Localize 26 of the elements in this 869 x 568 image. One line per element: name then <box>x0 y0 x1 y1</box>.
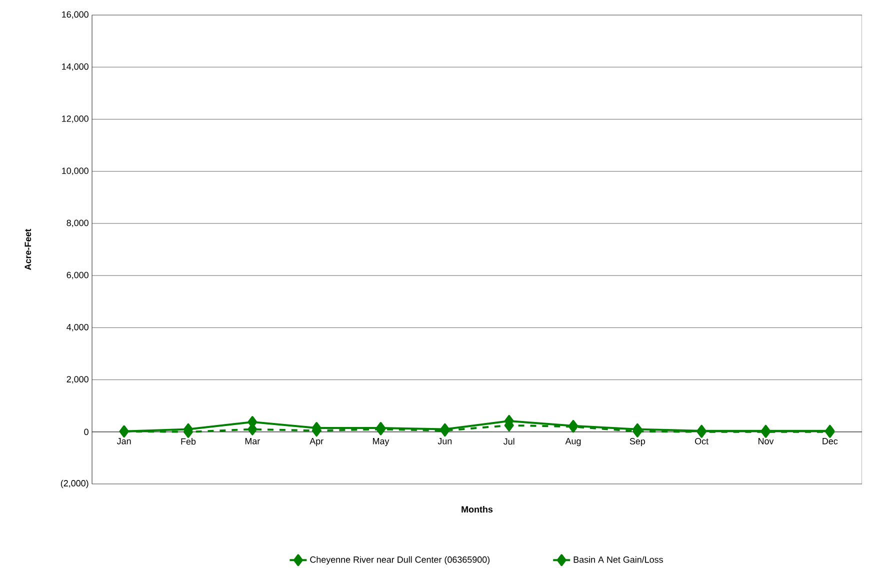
legend-label: Cheyenne River near Dull Center (06365900) <box>310 556 490 565</box>
x-tick-label: May <box>373 438 390 446</box>
y-tick-label: 2,000 <box>66 376 88 384</box>
x-tick-label: Aug <box>565 438 581 446</box>
x-tick-label: Dec <box>822 438 838 444</box>
x-tick-label: Sep <box>630 438 646 446</box>
x-tick-label: Feb <box>181 438 196 445</box>
x-tick-label: Jun <box>438 438 452 444</box>
y-tick-label: 14,000 <box>62 63 88 71</box>
y-tick-label: 16,000 <box>62 11 88 19</box>
y-tick-label: 4,000 <box>66 324 88 332</box>
x-tick-label: Apr <box>310 438 324 446</box>
y-tick-label: 0 <box>84 428 88 436</box>
y-axis-title: Acre-Feet <box>24 228 32 270</box>
y-tick-label: 12,000 <box>62 116 88 123</box>
x-axis-title: Months <box>462 506 493 513</box>
legend-label: Basin A Net Gain/Loss <box>574 556 663 563</box>
x-tick-label: Nov <box>758 438 774 444</box>
x-tick-label: Oct <box>695 438 708 444</box>
x-tick-label: Jul <box>503 438 514 445</box>
x-tick-label: Mar <box>245 438 260 444</box>
y-tick-label: 10,000 <box>62 168 88 176</box>
y-tick-label: 6,000 <box>66 272 88 280</box>
y-tick-label: 8,000 <box>66 220 88 228</box>
y-tick-label: (2,000) <box>60 480 88 488</box>
x-tick-label: Jan <box>116 438 131 444</box>
